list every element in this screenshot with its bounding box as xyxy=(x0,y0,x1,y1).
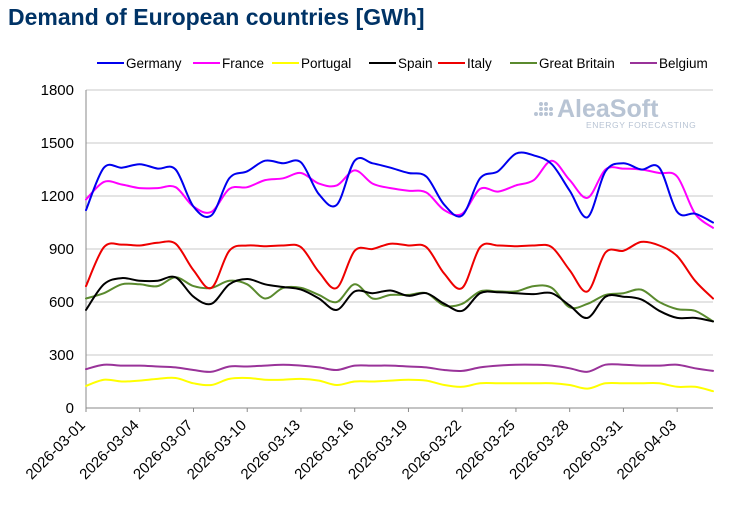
legend-label: Italy xyxy=(467,56,492,71)
axes xyxy=(85,90,713,409)
legend-item-belgium: Belgium xyxy=(630,56,708,71)
legend-label: Great Britain xyxy=(539,56,615,71)
y-tick-label: 600 xyxy=(49,294,74,311)
y-tick-label: 900 xyxy=(49,241,74,258)
legend-item-france: France xyxy=(193,56,264,71)
legend-item-spain: Spain xyxy=(369,56,433,71)
legend-label: France xyxy=(222,56,264,71)
x-axis-ticks: 2026-03-012026-03-042026-03-072026-03-10… xyxy=(23,408,680,483)
legend-item-great-britain: Great Britain xyxy=(510,56,615,71)
y-tick-label: 300 xyxy=(49,347,74,364)
legend-item-germany: Germany xyxy=(97,56,182,71)
series-line-spain xyxy=(85,275,714,323)
legend-label: Spain xyxy=(398,56,433,71)
aleasoft-watermark: AleaSoft ENERGY FORECASTING xyxy=(534,95,696,130)
series-lines xyxy=(85,151,714,393)
chart-title: Demand of European countries [GWh] xyxy=(8,4,425,30)
series-line-portugal xyxy=(85,376,714,393)
series-line-germany xyxy=(85,151,714,224)
y-tick-label: 1500 xyxy=(41,135,74,152)
y-tick-label: 1200 xyxy=(41,188,74,205)
legend-item-portugal: Portugal xyxy=(272,56,351,71)
aleasoft-logo-icon xyxy=(534,102,553,116)
legend-item-italy: Italy xyxy=(438,56,492,71)
watermark-tagline: ENERGY FORECASTING xyxy=(586,120,696,130)
legend-label: Germany xyxy=(126,56,182,71)
series-line-italy xyxy=(85,240,714,300)
y-axis-ticks: 0 300 600 900 1200 1500 1800 xyxy=(41,82,74,417)
watermark-brand: AleaSoft xyxy=(557,95,659,123)
legend-label: Belgium xyxy=(659,56,708,71)
series-line-belgium xyxy=(85,363,714,373)
y-tick-label: 1800 xyxy=(41,82,74,99)
legend-label: Portugal xyxy=(301,56,351,71)
series-line-great-britain xyxy=(85,276,714,323)
legend: Germany France Portugal Spain Italy Great Bri… xyxy=(97,56,708,71)
y-tick-label: 0 xyxy=(66,400,74,417)
